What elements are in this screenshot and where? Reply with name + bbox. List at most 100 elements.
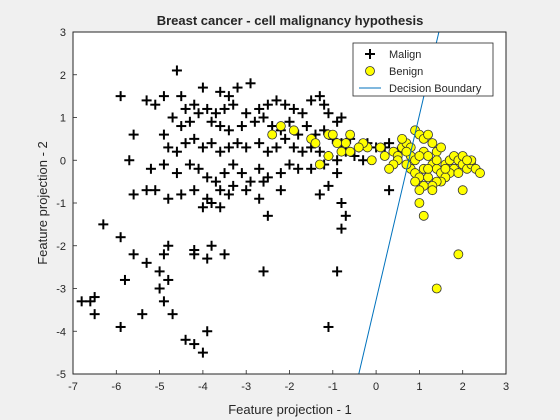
- malign-point: [150, 99, 161, 110]
- malign-point: [228, 99, 239, 110]
- malign-point: [189, 99, 200, 110]
- malign-point: [128, 249, 139, 260]
- malign-point: [262, 146, 273, 157]
- malign-point: [189, 133, 200, 144]
- malign-point: [115, 91, 126, 102]
- benign-point: [410, 176, 420, 187]
- malign-point: [158, 129, 169, 140]
- malign-point: [254, 138, 265, 149]
- malign-point: [176, 121, 187, 132]
- malign-point: [245, 176, 256, 187]
- malign-point: [254, 103, 265, 114]
- x-axis: -7 -6 -5 -4 -3 -2 -1 0 1 2 3: [68, 370, 509, 393]
- malign-point: [89, 309, 100, 320]
- malign-point: [154, 266, 165, 277]
- malign-point: [332, 155, 343, 166]
- malign-point: [301, 121, 312, 132]
- malign-point: [158, 249, 169, 260]
- malign-point: [197, 202, 208, 213]
- benign-point: [345, 129, 356, 140]
- benign-point: [418, 210, 429, 221]
- malign-point: [215, 86, 226, 97]
- malign-point: [284, 116, 295, 127]
- x-tick-label: 0: [373, 381, 379, 393]
- malign-point: [336, 223, 347, 234]
- malign-point: [158, 91, 169, 102]
- malign-point: [158, 296, 169, 307]
- malign-point: [323, 321, 334, 332]
- malign-point: [219, 249, 230, 260]
- malign-point: [280, 99, 291, 110]
- legend-boundary-label: Decision Boundary: [389, 83, 482, 95]
- malign-point: [163, 274, 174, 285]
- benign-point: [323, 151, 334, 161]
- malign-point: [223, 189, 234, 200]
- malign-point: [206, 116, 217, 127]
- malign-point: [241, 142, 252, 153]
- malign-point: [176, 189, 187, 200]
- x-tick-label: -4: [198, 381, 208, 393]
- malign-point: [262, 99, 273, 110]
- legend-box: [352, 42, 494, 97]
- malign-point: [115, 321, 126, 332]
- benign-point: [353, 142, 364, 153]
- malign-point: [219, 103, 230, 114]
- malign-point: [245, 78, 256, 89]
- benign-point: [345, 146, 356, 157]
- x-tick-label: -5: [155, 381, 165, 393]
- benign-point: [379, 151, 390, 161]
- malign-point: [176, 91, 187, 102]
- benign-point: [423, 172, 433, 183]
- malign-point: [210, 176, 221, 187]
- malign-point: [167, 112, 178, 123]
- malign-point: [215, 146, 226, 157]
- malign-point: [323, 180, 334, 191]
- malign-point: [332, 168, 343, 179]
- malign-point: [171, 168, 182, 179]
- benign-point: [414, 198, 425, 208]
- legend: Malign Benign Decision Boundary: [352, 42, 494, 97]
- malign-point: [206, 138, 217, 149]
- benign-point: [427, 185, 438, 196]
- malign-point: [137, 309, 148, 320]
- malign-point: [180, 334, 191, 345]
- y-tick-label: 2: [60, 70, 66, 82]
- malign-point: [150, 185, 161, 196]
- malign-point: [258, 176, 269, 187]
- chart-title: Breast cancer - cell malignancy hypothes…: [157, 13, 424, 28]
- malign-point: [180, 103, 191, 114]
- y-tick-label: 0: [60, 155, 66, 167]
- malign-point: [280, 133, 291, 144]
- y-tick-label: -2: [56, 241, 66, 253]
- malign-point: [184, 116, 195, 127]
- malign-point: [332, 266, 343, 277]
- benign-point: [336, 146, 347, 157]
- malign-point: [180, 138, 191, 149]
- benign-point: [436, 142, 446, 153]
- benign-point: [431, 283, 442, 294]
- y-axis: -5 -4 -3 -2 -1 0 1 2 3: [56, 27, 77, 381]
- malign-point: [171, 65, 182, 76]
- benign-point: [288, 125, 299, 136]
- malign-point: [223, 142, 234, 153]
- malign-point: [271, 142, 282, 153]
- y-tick-label: 1: [60, 113, 66, 125]
- benign-point: [475, 168, 485, 178]
- legend-benign-marker: [365, 66, 375, 76]
- malign-point: [128, 189, 139, 200]
- malign-point: [184, 159, 195, 170]
- malign-point: [284, 159, 295, 170]
- x-axis-label: Feature projection - 1: [228, 402, 352, 417]
- malign-point: [202, 103, 213, 114]
- malign-point: [193, 108, 204, 119]
- malign-point: [193, 163, 204, 174]
- malign-point: [202, 253, 213, 264]
- malign-point: [232, 82, 243, 93]
- benign-point: [401, 159, 412, 170]
- benign-point: [462, 155, 472, 166]
- y-tick-label: -5: [56, 369, 66, 381]
- y-axis-label: Feature projection - 2: [35, 141, 50, 265]
- malign-point: [141, 257, 152, 268]
- benign-point: [457, 185, 468, 196]
- malign-point: [202, 172, 213, 183]
